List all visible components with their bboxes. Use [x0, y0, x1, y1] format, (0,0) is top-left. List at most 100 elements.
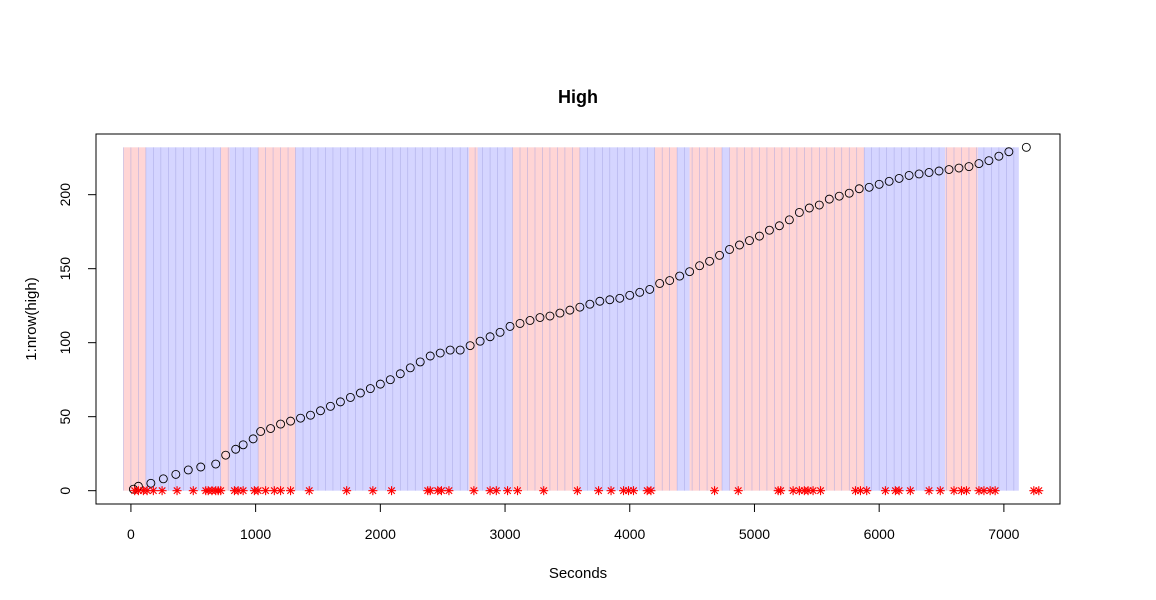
x-tick-label: 6000 — [864, 526, 895, 542]
data-point — [625, 290, 635, 300]
data-point — [196, 462, 206, 472]
data-point — [335, 397, 345, 407]
data-point — [864, 182, 874, 192]
band-red — [123, 147, 146, 491]
band-red — [963, 147, 978, 491]
data-point — [475, 336, 485, 346]
event-marker — [816, 486, 826, 496]
data-point — [735, 240, 744, 250]
x-tick-label: 7000 — [988, 526, 1019, 542]
data-point — [1004, 147, 1014, 157]
band-blue — [295, 147, 469, 491]
y-axis-label: 1:nrow(high) — [23, 277, 40, 360]
data-point — [884, 176, 894, 186]
data-point — [745, 236, 754, 246]
band-red — [258, 147, 296, 491]
event-marker — [188, 486, 198, 496]
data-point — [345, 392, 355, 402]
data-point — [425, 351, 435, 361]
data-point — [804, 203, 814, 213]
shaded-bands — [123, 147, 1019, 491]
event-marker — [924, 486, 934, 496]
data-point — [545, 311, 555, 321]
y-tick-label: 100 — [57, 331, 73, 355]
event-marker — [444, 486, 454, 496]
data-point — [755, 231, 764, 241]
event-marker — [539, 486, 549, 496]
data-point — [954, 163, 964, 173]
x-tick-label: 3000 — [489, 526, 520, 542]
data-point — [316, 406, 325, 416]
event-marker — [862, 486, 872, 496]
data-point — [874, 179, 884, 189]
circle-series — [128, 142, 1031, 494]
data-point — [944, 165, 954, 174]
data-point — [904, 170, 914, 180]
data-point — [525, 316, 535, 325]
data-point — [495, 327, 505, 337]
event-marker — [286, 486, 296, 496]
y-tick-label: 0 — [57, 487, 73, 495]
data-point — [435, 348, 445, 358]
y-tick-label: 50 — [57, 409, 73, 425]
event-marker — [387, 486, 397, 496]
data-point — [964, 162, 974, 172]
data-point — [645, 284, 655, 294]
event-marker — [733, 486, 743, 496]
data-point — [465, 341, 475, 351]
data-point — [395, 369, 405, 379]
data-point — [276, 419, 286, 429]
y-tick-label: 150 — [57, 257, 73, 281]
data-point — [231, 444, 241, 454]
x-axis-label: Seconds — [549, 565, 607, 582]
event-marker — [342, 486, 352, 496]
data-point — [894, 173, 904, 183]
event-marker — [572, 486, 582, 496]
x-tick-label: 5000 — [739, 526, 770, 542]
data-point — [211, 459, 221, 469]
data-point — [655, 279, 665, 288]
data-point — [914, 169, 924, 179]
x-axis: 0 1000 2000 3000 4000 5000 6000 7000 — [127, 503, 1020, 542]
data-point — [248, 434, 258, 444]
data-point — [675, 271, 685, 281]
data-point — [854, 184, 864, 194]
data-point — [365, 384, 375, 394]
data-point — [183, 465, 193, 475]
y-tick-label: 200 — [57, 183, 73, 207]
band-blue — [477, 147, 513, 491]
x-tick-label: 4000 — [614, 526, 645, 542]
chart-title: High — [558, 87, 598, 107]
data-point — [326, 401, 335, 411]
data-point — [415, 357, 425, 367]
event-marker — [148, 486, 158, 496]
data-point — [615, 293, 625, 303]
data-point — [794, 207, 804, 217]
event-marker — [503, 486, 513, 496]
data-point — [984, 156, 994, 166]
data-point — [844, 188, 854, 198]
event-marker — [269, 486, 279, 496]
data-point — [296, 413, 305, 423]
data-point — [505, 321, 515, 331]
data-point — [774, 221, 784, 231]
data-point — [814, 200, 824, 210]
data-point — [171, 469, 181, 479]
band-red — [512, 147, 580, 491]
band-red — [945, 147, 964, 491]
event-marker — [238, 486, 248, 496]
band-red — [468, 147, 478, 491]
data-point — [605, 295, 615, 305]
data-point — [974, 159, 984, 169]
event-marker — [1034, 486, 1044, 496]
data-point — [595, 296, 605, 306]
data-point — [934, 166, 944, 176]
data-point — [375, 379, 385, 389]
data-point — [1021, 142, 1031, 152]
event-marker — [961, 486, 971, 496]
x-tick-label: 2000 — [365, 526, 396, 542]
data-point — [385, 375, 395, 385]
band-blue — [677, 147, 690, 491]
data-point — [924, 168, 934, 177]
event-marker — [710, 486, 720, 496]
